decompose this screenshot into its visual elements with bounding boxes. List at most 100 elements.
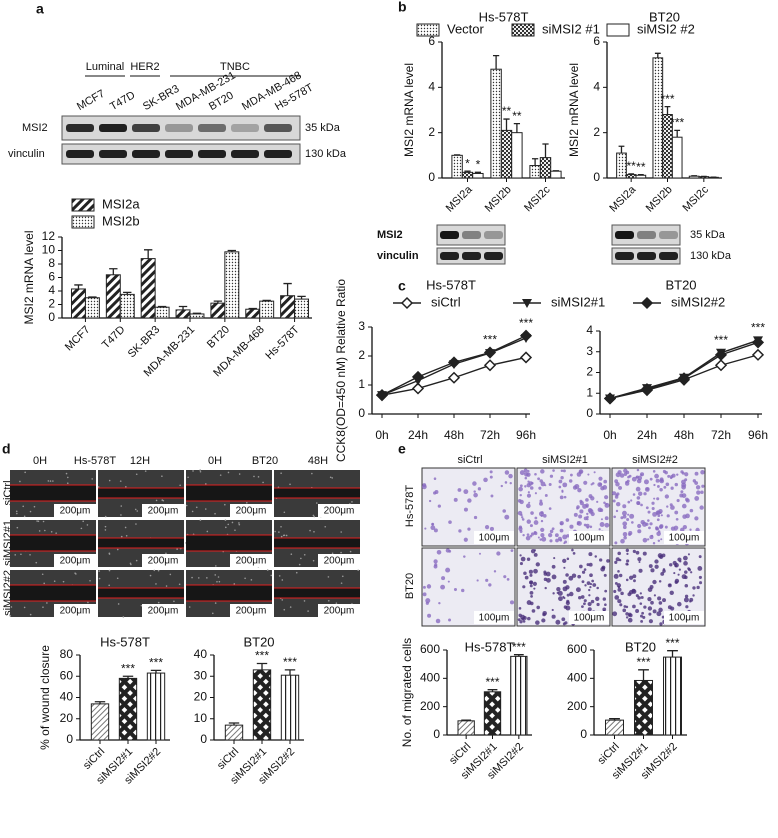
cell bbox=[532, 581, 537, 586]
speck bbox=[50, 530, 53, 533]
chart-title: Hs-578T bbox=[426, 277, 476, 292]
marker bbox=[375, 389, 389, 402]
speck bbox=[224, 526, 227, 529]
cell bbox=[504, 481, 508, 484]
speck bbox=[280, 525, 282, 528]
scale-box bbox=[142, 604, 184, 617]
cell bbox=[519, 493, 522, 497]
cell bbox=[546, 577, 551, 583]
cell bbox=[566, 534, 570, 538]
cell bbox=[648, 526, 651, 530]
speck bbox=[176, 548, 178, 550]
speck bbox=[246, 501, 248, 504]
significance: *** bbox=[519, 316, 533, 330]
band bbox=[198, 124, 226, 132]
cell bbox=[589, 573, 593, 578]
cell bbox=[604, 516, 609, 521]
cell bbox=[430, 525, 436, 531]
speck bbox=[55, 532, 57, 534]
speck bbox=[165, 552, 167, 555]
scale-box bbox=[230, 504, 272, 517]
marker bbox=[519, 329, 533, 342]
speck bbox=[262, 481, 264, 484]
speck bbox=[289, 483, 291, 486]
band bbox=[66, 124, 94, 132]
group-label: HER2 bbox=[130, 61, 159, 73]
cell bbox=[577, 487, 582, 493]
cell bbox=[522, 615, 527, 620]
cell bbox=[627, 500, 631, 504]
speck bbox=[204, 508, 207, 510]
significance: *** bbox=[483, 333, 497, 347]
cell bbox=[657, 596, 662, 601]
cell bbox=[629, 513, 635, 519]
cell bbox=[619, 603, 623, 607]
cell bbox=[545, 571, 551, 577]
error-bar bbox=[654, 52, 661, 58]
y-tick-label: 600 bbox=[567, 642, 587, 656]
speck bbox=[216, 580, 218, 583]
scale-box bbox=[54, 604, 96, 617]
column-label: siMSI2#1 bbox=[542, 454, 588, 466]
speck bbox=[185, 504, 188, 507]
cell bbox=[613, 515, 616, 519]
cell bbox=[583, 599, 587, 603]
blot bbox=[436, 224, 506, 246]
cell bbox=[684, 472, 689, 477]
cell bbox=[625, 616, 629, 619]
cell bbox=[651, 534, 654, 537]
cell bbox=[551, 574, 557, 580]
cell bbox=[540, 469, 545, 474]
cell bbox=[448, 520, 452, 524]
cell bbox=[563, 566, 566, 569]
y-axis-label: No. of migrated cells bbox=[400, 638, 414, 747]
legend-label: siMSI2#2 bbox=[671, 294, 725, 309]
scale-label: 200μm bbox=[60, 556, 91, 567]
y-axis-label: MSI2 mRNA level bbox=[402, 63, 416, 157]
y-tick-label: 40 bbox=[194, 647, 208, 661]
bar bbox=[280, 674, 300, 741]
error-bar bbox=[192, 312, 202, 314]
significance: ** bbox=[512, 109, 522, 123]
speck bbox=[179, 484, 181, 487]
y-tick-label: 2 bbox=[358, 348, 365, 362]
cell bbox=[655, 526, 659, 530]
cell bbox=[584, 584, 587, 587]
cell bbox=[694, 516, 699, 521]
blot-size: 35 kDa bbox=[690, 229, 726, 241]
cell bbox=[676, 498, 680, 503]
speck bbox=[135, 559, 138, 562]
cell bbox=[654, 559, 659, 564]
error-bar bbox=[464, 170, 471, 173]
band bbox=[165, 124, 193, 132]
band bbox=[264, 150, 292, 158]
cell bbox=[645, 506, 649, 510]
cell bbox=[489, 475, 493, 479]
legend-swatch bbox=[71, 198, 95, 212]
cell bbox=[509, 481, 512, 485]
cell bbox=[622, 504, 627, 509]
speck bbox=[205, 483, 207, 485]
cell bbox=[493, 570, 497, 573]
cell bbox=[663, 485, 667, 489]
cell bbox=[535, 562, 540, 567]
band bbox=[484, 231, 503, 239]
speck bbox=[165, 585, 168, 587]
cell bbox=[509, 600, 515, 605]
cell bbox=[485, 578, 489, 582]
band bbox=[66, 150, 94, 158]
cell bbox=[659, 478, 665, 484]
cell bbox=[552, 592, 555, 595]
cell bbox=[426, 584, 432, 589]
speck bbox=[117, 603, 120, 605]
cell bbox=[602, 597, 607, 601]
speck bbox=[35, 561, 38, 564]
chart-title: Hs-578T bbox=[100, 634, 150, 649]
band bbox=[440, 252, 459, 260]
cell bbox=[581, 570, 586, 574]
error-bar bbox=[284, 669, 296, 676]
speck bbox=[173, 600, 175, 603]
speck bbox=[140, 604, 143, 607]
marker bbox=[714, 348, 728, 361]
speck bbox=[23, 515, 26, 518]
